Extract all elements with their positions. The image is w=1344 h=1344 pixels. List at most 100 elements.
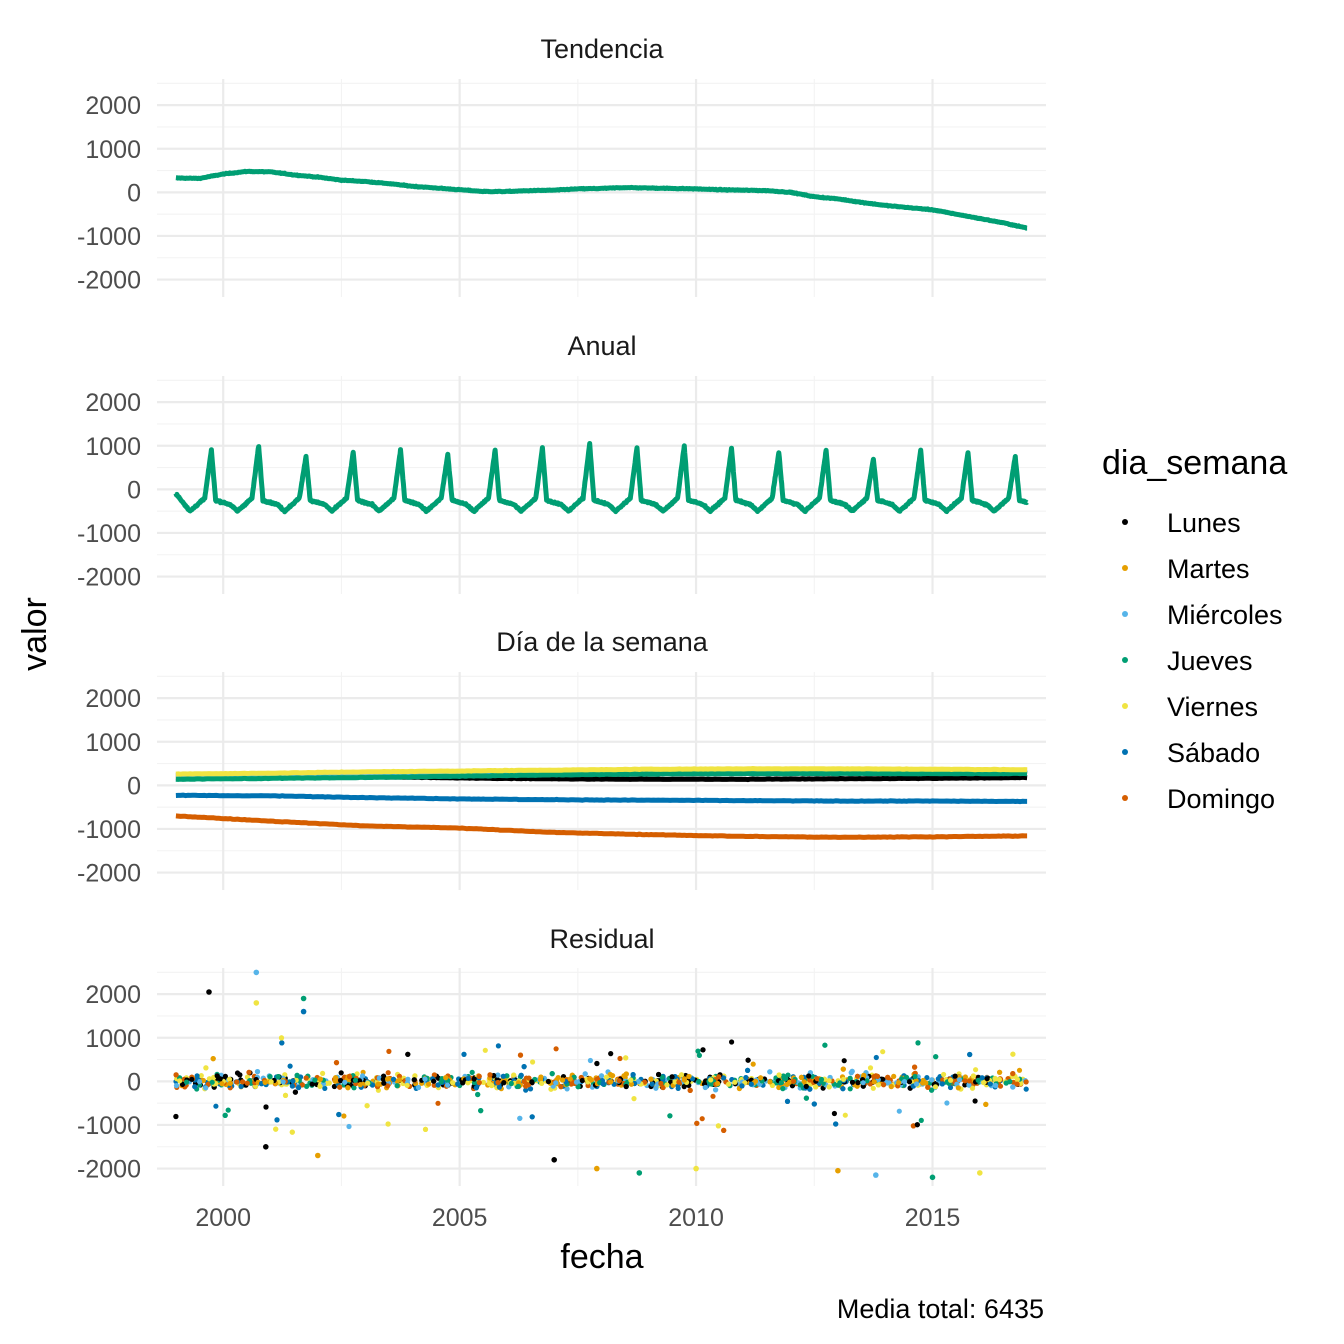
residual-point <box>600 1081 606 1087</box>
residual-point <box>553 1080 559 1086</box>
residual-point <box>933 1054 939 1060</box>
x-axis: 2000 2005 2010 2015 <box>195 1204 960 1232</box>
residual-point <box>501 1080 507 1086</box>
residual-point <box>791 1078 797 1084</box>
residual-point <box>588 1077 594 1083</box>
residual-point <box>696 1078 702 1085</box>
x-tick-label: 2010 <box>668 1204 724 1232</box>
residual-point <box>780 1086 786 1092</box>
residual-point <box>918 1117 924 1123</box>
residual-point <box>956 1077 963 1083</box>
residual-point <box>806 1073 812 1079</box>
residual-point <box>1003 1080 1009 1086</box>
residual-point <box>962 1074 969 1080</box>
residual-point <box>672 1079 678 1085</box>
panel-3-data <box>175 766 1028 840</box>
residual-point <box>631 1096 637 1102</box>
residual-point <box>500 1073 506 1079</box>
residual-point <box>767 1079 773 1085</box>
residual-point <box>487 1072 493 1078</box>
residual-point <box>341 1113 347 1119</box>
residual-point <box>962 1082 968 1088</box>
residual-point <box>870 1085 876 1091</box>
residual-point <box>948 1077 954 1083</box>
legend-label-2: Miércoles <box>1167 600 1283 630</box>
residual-point <box>822 1042 828 1048</box>
residual-point <box>636 1170 643 1176</box>
residual-point <box>896 1108 902 1114</box>
residual-point <box>594 1060 600 1067</box>
residual-point <box>669 1074 675 1080</box>
residual-point <box>198 1073 204 1079</box>
residual-point <box>435 1082 441 1088</box>
residual-point <box>338 1070 344 1076</box>
residual-point <box>966 1078 973 1084</box>
residual-point <box>648 1076 654 1082</box>
residual-point <box>689 1076 696 1082</box>
y-tick-label: -2000 <box>77 564 141 592</box>
residual-point <box>649 1081 655 1087</box>
residual-point <box>209 1079 215 1085</box>
residual-point <box>275 1074 281 1080</box>
residual-point <box>871 1079 877 1085</box>
residual-point <box>469 1069 475 1075</box>
residual-point <box>630 1072 636 1078</box>
residual-point <box>517 1115 523 1121</box>
residual-point <box>721 1075 727 1081</box>
residual-point <box>312 1077 318 1083</box>
residual-point <box>315 1152 321 1159</box>
panels-layer: Tendencia -2000 -1000 0 1000 2000 Anual -2000 -1… <box>77 34 1046 1186</box>
residual-point <box>607 1071 613 1078</box>
residual-point <box>431 1078 437 1084</box>
y-tick-label: 2000 <box>85 981 141 1009</box>
y-tick-label: -2000 <box>77 860 141 888</box>
residual-point <box>924 1075 930 1081</box>
residual-point <box>523 1087 529 1093</box>
residual-point <box>826 1084 832 1090</box>
residual-point <box>867 1065 874 1071</box>
facet-title-2: Anual <box>567 331 636 361</box>
residual-point <box>287 1063 293 1069</box>
residual-point <box>716 1074 722 1080</box>
residual-point <box>891 1073 897 1079</box>
residual-point <box>847 1075 853 1081</box>
residual-point <box>752 1078 759 1084</box>
residual-point <box>603 1074 610 1080</box>
residual-point <box>496 1084 502 1090</box>
residual-point <box>681 1077 688 1083</box>
residual-point <box>381 1080 387 1086</box>
residual-point <box>814 1076 820 1082</box>
residual-point <box>1023 1086 1029 1092</box>
residual-point <box>342 1079 348 1085</box>
residual-point <box>192 1084 198 1090</box>
residual-point <box>227 1080 233 1086</box>
y-tick-label: 0 <box>127 179 141 207</box>
panel-4: Residual -2000 -1000 0 1000 2000 <box>77 924 1046 1186</box>
residual-point <box>840 1076 847 1082</box>
x-axis-title: fecha <box>560 1238 643 1276</box>
residual-point <box>431 1082 437 1088</box>
residual-point <box>813 1084 819 1090</box>
residual-point <box>700 1047 706 1053</box>
residual-point <box>263 1144 269 1150</box>
residual-point <box>925 1084 931 1090</box>
y-tick-label: 0 <box>127 476 141 504</box>
residual-point <box>303 1075 309 1081</box>
residual-point <box>525 1082 532 1088</box>
residual-point <box>873 1073 879 1079</box>
residual-point <box>179 1081 186 1087</box>
legend-key-3 <box>1122 657 1128 663</box>
residual-point <box>875 1082 882 1088</box>
residual-point <box>841 1058 847 1064</box>
residual-point <box>238 1083 244 1089</box>
residual-point <box>495 1043 501 1049</box>
y-tick-label: 1000 <box>85 433 141 461</box>
residual-point <box>338 1077 344 1084</box>
residual-point <box>189 1076 195 1082</box>
panel-2-data <box>173 441 1030 515</box>
residual-point <box>797 1082 803 1088</box>
residual-point <box>210 1056 216 1062</box>
residual-point <box>346 1074 353 1080</box>
residual-point <box>710 1093 716 1099</box>
